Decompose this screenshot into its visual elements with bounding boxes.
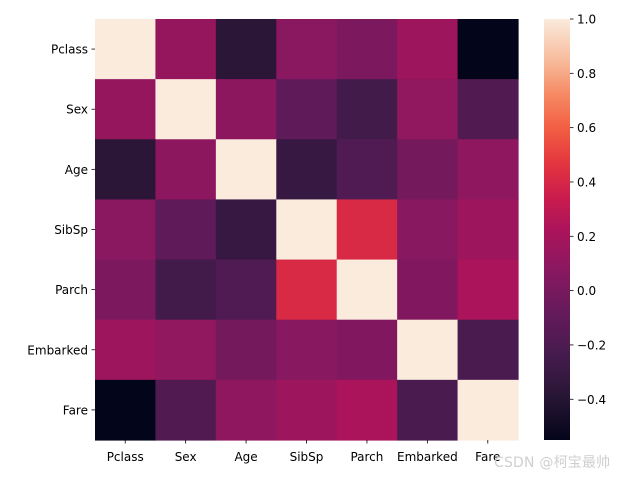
- heatmap-cell-age-sibsp: [276, 139, 338, 201]
- x-tick-labels: Pclass Sex Age SibSp Parch Embarked Fare: [107, 439, 500, 464]
- y-tick-label-embarked: Embarked: [27, 343, 88, 357]
- heatmap-cell-sibsp-parch: [336, 199, 398, 261]
- heatmap-cell-fare-sibsp: [276, 379, 338, 441]
- heatmap-cell-embarked-sex: [155, 319, 217, 381]
- colorbar-tick-label: 0.2: [577, 230, 596, 244]
- watermark-name: 柯宝最帅: [553, 455, 611, 471]
- y-tick-label-fare: Fare: [63, 403, 88, 417]
- y-tick-label-sibsp: SibSp: [54, 223, 88, 237]
- heatmap-cell-parch-parch: [336, 259, 398, 321]
- heatmap-cell-embarked-fare: [457, 319, 519, 381]
- y-tick-label-pclass: Pclass: [51, 43, 88, 57]
- heatmap-cell-sex-embarked: [397, 79, 459, 140]
- heatmap-cell-sibsp-sibsp: [276, 199, 338, 261]
- heatmap-cell-age-sex: [155, 139, 217, 201]
- heatmap-cell-pclass-fare: [457, 19, 519, 80]
- heatmap-cell-sibsp-age: [215, 199, 277, 261]
- heatmap-cell-fare-sex: [155, 379, 217, 441]
- heatmap-cells: [95, 19, 519, 441]
- heatmap-cell-parch-pclass: [95, 259, 157, 321]
- heatmap-cell-sibsp-sex: [155, 199, 217, 261]
- heatmap-cell-embarked-sibsp: [276, 319, 338, 381]
- x-tick-label-fare: Fare: [475, 450, 500, 464]
- heatmap-cell-parch-fare: [457, 259, 519, 321]
- colorbar: [544, 19, 570, 440]
- heatmap-cell-embarked-pclass: [95, 319, 157, 381]
- heatmap-cell-sex-sex: [155, 79, 217, 140]
- x-tick-label-parch: Parch: [350, 450, 383, 464]
- heatmap-cell-pclass-sex: [155, 19, 217, 80]
- heatmap-cell-embarked-parch: [336, 319, 398, 381]
- x-tick-label-pclass: Pclass: [107, 450, 144, 464]
- heatmap-cell-pclass-pclass: [95, 19, 157, 80]
- colorbar-ticks: 1.0 0.8 0.6 0.4 0.2 0.0 −0.2 −0.4: [570, 13, 606, 407]
- heatmap-cell-pclass-embarked: [397, 19, 459, 80]
- heatmap-cell-fare-parch: [336, 379, 398, 441]
- heatmap-cell-sex-sibsp: [276, 79, 338, 140]
- y-tick-label-age: Age: [65, 163, 88, 177]
- heatmap-cell-fare-embarked: [397, 379, 459, 441]
- y-tick-labels: Pclass Sex Age SibSp Parch Embarked Fare: [27, 43, 95, 417]
- colorbar-tick-label: −0.4: [577, 393, 606, 407]
- heatmap-cell-age-fare: [457, 139, 519, 201]
- heatmap-cell-sibsp-embarked: [397, 199, 459, 261]
- watermark-prefix: CSDN @: [494, 455, 554, 471]
- colorbar-tick-label: 0.0: [577, 284, 596, 298]
- colorbar-tick-label: −0.2: [577, 338, 606, 352]
- heatmap-cell-pclass-age: [215, 19, 277, 80]
- colorbar-tick-label: 0.6: [577, 121, 596, 135]
- heatmap-cell-age-age: [215, 139, 277, 201]
- y-tick-label-parch: Parch: [55, 283, 88, 297]
- heatmap-cell-pclass-sibsp: [276, 19, 338, 80]
- y-tick-label-sex: Sex: [66, 103, 88, 117]
- heatmap-cell-fare-pclass: [95, 379, 157, 441]
- heatmap-cell-fare-fare: [457, 379, 519, 441]
- heatmap-cell-sex-pclass: [95, 79, 157, 140]
- heatmap-cell-embarked-embarked: [397, 319, 459, 381]
- colorbar-tick-label: 0.8: [577, 67, 596, 81]
- x-tick-label-sibsp: SibSp: [290, 450, 324, 464]
- x-tick-label-age: Age: [234, 450, 257, 464]
- watermark: CSDN @柯宝最帅: [494, 452, 610, 472]
- heatmap-cell-parch-age: [215, 259, 277, 321]
- heatmap-cell-sibsp-fare: [457, 199, 519, 261]
- heatmap-cell-parch-sibsp: [276, 259, 338, 321]
- heatmap-cell-parch-sex: [155, 259, 217, 321]
- heatmap-cell-sex-parch: [336, 79, 398, 140]
- heatmap-cell-age-embarked: [397, 139, 459, 201]
- heatmap-cell-sex-age: [215, 79, 277, 140]
- colorbar-tick-label: 1.0: [577, 13, 596, 27]
- colorbar-tick-label: 0.4: [577, 175, 596, 189]
- heatmap-cell-sibsp-pclass: [95, 199, 157, 261]
- heatmap-cell-age-pclass: [95, 139, 157, 201]
- heatmap-cell-sex-fare: [457, 79, 519, 140]
- heatmap-cell-parch-embarked: [397, 259, 459, 321]
- x-tick-label-sex: Sex: [175, 450, 197, 464]
- heatmap-cell-embarked-age: [215, 319, 277, 381]
- heatmap-cell-age-parch: [336, 139, 398, 201]
- x-tick-label-embarked: Embarked: [397, 450, 458, 464]
- heatmap-cell-fare-age: [215, 379, 277, 441]
- heatmap-cell-pclass-parch: [336, 19, 398, 80]
